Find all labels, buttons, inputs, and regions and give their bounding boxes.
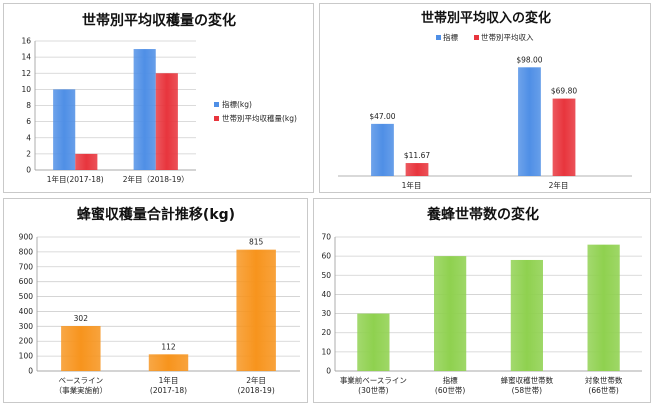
chart-title: 養蜂世帯数の変化 [426,206,539,223]
legend-label: 世帯別平均収穫量(kg) [222,113,297,123]
y-tick-label: 10 [321,347,331,356]
chart-title: 世帯別平均収入の変化 [421,10,551,26]
legend-label: 世帯別平均収入 [481,32,534,42]
y-tick-label: 16 [21,37,31,46]
bar [236,249,276,371]
x-tick-label: 1年目 [402,180,422,190]
chart-total-honey-harvest: 蜂蜜収穫量合計推移(kg) 0 100 200 300 400 500 600 700 800 90… [19,206,300,395]
y-tick-label: 400 [19,307,34,316]
chart-beekeeping-households: 養蜂世帯数の変化 0 10 20 30 40 50 60 70 事業前ベースライン(30世帯) 指標… [321,206,642,395]
y-tick-label: 40 [321,290,331,299]
y-tick-label: 60 [321,252,331,261]
y-tick-label: 0 [326,367,331,376]
x-tick-label: (30世帯) [358,385,388,395]
chart-panel-harvest-per-household: 世帯別平均収穫量の変化 0 2 4 6 8 10 12 14 16 1年目(2017-18) 2年目（… [3,3,314,193]
bar [75,153,98,170]
y-tick-label: 4 [26,133,31,142]
x-tick-label: (60世帯) [435,385,465,395]
bar [371,123,394,176]
chart-income-per-household: 世帯別平均収入の変化 $47.00 $11.67 1年目 $98.00 $69.80 2年目… [338,10,632,190]
y-tick-label: 20 [321,328,331,337]
y-tick-label: 600 [19,277,34,286]
data-label: $11.67 [404,151,430,160]
legend-swatch [214,116,219,121]
data-label: $98.00 [516,55,542,64]
y-tick-label: 700 [19,262,34,271]
y-tick-label: 0 [28,367,33,376]
y-tick-label: 2 [26,149,31,158]
bar [148,354,189,371]
legend-swatch [436,35,441,40]
data-label: 815 [249,238,264,247]
chart-harvest-per-household: 世帯別平均収穫量の変化 0 2 4 6 8 10 12 14 16 1年目(2017-18) 2年目（… [21,12,297,184]
bar [434,256,467,371]
bar [552,98,576,176]
x-tick-label: (66世帯) [588,385,618,395]
y-tick-label: 900 [19,233,34,242]
y-tick-label: 500 [19,292,34,301]
legend-swatch [474,35,479,40]
x-tick-label: 事業前ベースライン [340,375,407,385]
bar [53,89,76,170]
y-tick-label: 10 [21,85,31,94]
x-tick-label: 2年目 [549,180,569,190]
y-tick-label: 300 [19,322,34,331]
x-tick-label: （事業実施前） [55,385,108,395]
x-tick-label: 指標 [443,375,458,385]
x-tick-label: 1年目 [159,375,179,385]
y-tick-label: 200 [19,337,34,346]
chart-title: 世帯別平均収穫量の変化 [82,12,236,29]
data-label: $47.00 [369,112,395,121]
bar [518,67,541,176]
y-tick-label: 0 [26,166,31,175]
data-label: 302 [74,314,89,323]
x-tick-label: (58世帯) [512,385,542,395]
x-tick-label: 2年目 [246,375,266,385]
chart-panel-beekeeping-households: 養蜂世帯数の変化 0 10 20 30 40 50 60 70 事業前ベースライン (30世帯) 指標… [313,198,651,403]
legend-swatch [214,102,219,107]
bar [133,49,156,170]
x-tick-label: (2017-18) [150,386,187,395]
legend-label: 指標(kg) [222,99,252,109]
bar [510,259,543,371]
bar [61,326,101,371]
chart-panel-total-honey-harvest: 蜂蜜収穫量合計推移(kg) 0 100 200 300 400 500 600 700 800 90… [3,198,308,403]
chart-panel-income-per-household: 世帯別平均収入の変化 $47.00 $11.67 1年目 $98.00 $69.80 2年目… [319,3,651,193]
y-tick-label: 8 [26,101,31,110]
bar [405,163,429,176]
legend-label: 指標 [443,32,458,42]
y-tick-label: 12 [21,69,31,78]
bar [155,73,178,170]
bar [587,244,620,371]
bar [357,313,390,371]
y-tick-label: 30 [321,309,331,318]
x-tick-label: 2年目（2018-19） [123,174,189,184]
chart-title: 蜂蜜収穫量合計推移(kg) [77,206,235,223]
y-tick-label: 14 [21,53,31,62]
data-label: 112 [161,342,176,351]
x-tick-label: 対象世帯数 [585,375,623,385]
y-tick-label: 50 [321,271,331,280]
y-tick-label: 6 [26,117,31,126]
x-tick-label: ベースライン [59,376,104,385]
y-tick-label: 100 [19,352,34,361]
y-tick-label: 70 [321,233,331,242]
x-tick-label: 蜂蜜収穫世帯数 [501,375,554,385]
y-tick-label: 800 [19,247,34,256]
data-label: $69.80 [551,87,577,96]
x-tick-label: (2018-19) [238,386,275,395]
x-tick-label: 1年目(2017-18) [47,174,104,184]
